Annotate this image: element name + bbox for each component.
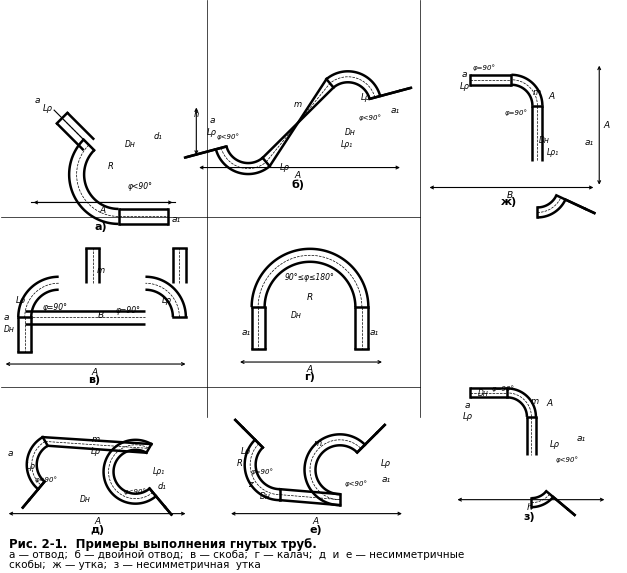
Text: д): д)	[90, 525, 105, 535]
Text: a: a	[4, 313, 9, 321]
Text: Dн: Dн	[125, 140, 136, 149]
Text: m: m	[532, 88, 540, 97]
Text: A: A	[603, 121, 609, 130]
Text: а): а)	[94, 222, 107, 233]
Text: Dн: Dн	[290, 311, 302, 320]
Text: h: h	[527, 503, 532, 512]
Text: h: h	[194, 110, 199, 119]
Text: Lρ: Lρ	[90, 448, 100, 456]
Text: a₁: a₁	[577, 434, 586, 444]
Text: в): в)	[88, 375, 101, 385]
Text: Рис. 2-1.  Примеры выполнения гнутых труб.: Рис. 2-1. Примеры выполнения гнутых труб…	[9, 537, 317, 551]
Text: Lρ₁: Lρ₁	[152, 467, 164, 476]
Text: Lρ: Lρ	[208, 128, 218, 137]
Text: Lρ: Lρ	[43, 104, 53, 113]
Text: φ<90°: φ<90°	[34, 476, 57, 483]
Text: d₁: d₁	[158, 482, 167, 491]
Text: z: z	[248, 480, 253, 489]
Text: A: A	[313, 517, 319, 526]
Text: m: m	[92, 435, 100, 444]
Text: φ<90°: φ<90°	[124, 488, 147, 495]
Text: φ<90°: φ<90°	[344, 480, 367, 487]
Text: a: a	[34, 96, 40, 105]
Text: Lρ: Lρ	[381, 459, 391, 468]
Text: φ<90°: φ<90°	[556, 457, 579, 463]
Text: a: a	[8, 449, 14, 458]
Text: a: a	[462, 70, 467, 79]
Text: φ=90°: φ=90°	[492, 386, 515, 393]
Text: е): е)	[310, 525, 322, 535]
Text: з): з)	[524, 512, 535, 521]
Text: A: A	[295, 171, 301, 180]
Text: a₁: a₁	[381, 475, 391, 484]
Text: Lρ: Lρ	[361, 93, 371, 102]
Text: R: R	[307, 293, 313, 302]
Text: m: m	[294, 100, 302, 109]
Text: B: B	[98, 311, 103, 320]
Text: m: m	[314, 439, 322, 448]
Text: Dн: Dн	[260, 492, 271, 501]
Text: a₁: a₁	[241, 328, 251, 336]
Text: г): г)	[305, 372, 315, 382]
Text: m: m	[97, 266, 105, 275]
Text: A: A	[546, 399, 552, 409]
Text: Dн: Dн	[539, 136, 550, 145]
Text: φ=90°: φ=90°	[42, 303, 67, 312]
Text: Lρ: Lρ	[26, 462, 36, 471]
Text: R: R	[108, 162, 113, 171]
Text: a₁: a₁	[585, 138, 594, 147]
Text: a₁: a₁	[369, 328, 379, 336]
Text: φ=90°: φ=90°	[251, 468, 273, 475]
Text: ж): ж)	[502, 198, 518, 207]
Text: φ=90°: φ=90°	[505, 109, 528, 116]
Text: б): б)	[292, 179, 305, 190]
Text: Lρ: Lρ	[280, 163, 290, 172]
Text: Dн: Dн	[4, 325, 14, 333]
Text: Lρ: Lρ	[161, 296, 171, 305]
Text: Dн: Dн	[478, 390, 489, 398]
Text: φ=90°: φ=90°	[473, 64, 496, 71]
Text: A: A	[100, 206, 105, 215]
Text: a₁: a₁	[172, 215, 181, 224]
Text: Lρ₁: Lρ₁	[547, 148, 559, 157]
Text: Dн: Dн	[344, 128, 356, 137]
Text: a: a	[465, 402, 470, 410]
Text: φ<90°: φ<90°	[217, 134, 240, 140]
Text: Lρ₁: Lρ₁	[341, 140, 353, 149]
Text: Lρ: Lρ	[16, 296, 26, 305]
Text: A: A	[92, 367, 98, 376]
Text: R: R	[237, 459, 243, 468]
Text: a₁: a₁	[390, 106, 399, 115]
Text: φ<90°: φ<90°	[359, 115, 381, 121]
Text: скобы;  ж — утка;  з — несимметричная  утка: скобы; ж — утка; з — несимметричная утка	[9, 560, 261, 571]
Text: 90°≤φ≤180°: 90°≤φ≤180°	[285, 273, 335, 282]
Text: φ=90°: φ=90°	[116, 305, 141, 315]
Text: d₁: d₁	[154, 132, 163, 141]
Text: A: A	[307, 364, 313, 374]
Text: B: B	[507, 191, 512, 200]
Text: Lρ: Lρ	[460, 83, 470, 91]
Text: φ<90°: φ<90°	[128, 182, 153, 191]
Text: Dн: Dн	[80, 495, 91, 504]
Text: m: m	[530, 398, 539, 406]
Text: Lρ: Lρ	[463, 413, 473, 421]
Text: a: a	[209, 116, 215, 125]
Text: Lρ: Lρ	[549, 440, 559, 449]
Text: а — отвод;  б — двойной отвод;  в — скоба;  г — калач;  д  и  е — несимметричные: а — отвод; б — двойной отвод; в — скоба;…	[9, 550, 464, 559]
Text: A: A	[95, 517, 101, 526]
Text: A: A	[548, 92, 554, 101]
Text: Lρ: Lρ	[241, 448, 251, 456]
